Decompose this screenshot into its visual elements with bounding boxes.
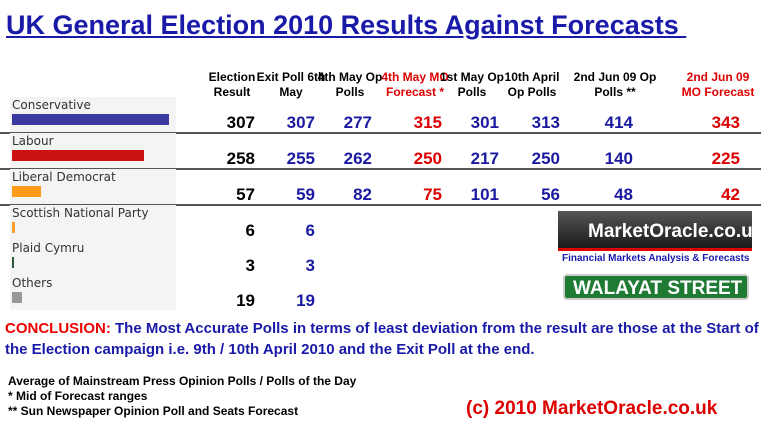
party-name: Scottish National Party (12, 206, 149, 220)
party-row: Conservative (10, 97, 176, 132)
seat-value: 6 (245, 221, 255, 240)
seat-value: 140 (604, 149, 633, 168)
marketoracle-tagline: Financial Markets Analysis & Forecasts (562, 253, 750, 264)
party-name: Others (12, 276, 53, 290)
seat-value: 255 (286, 149, 315, 168)
column-header: 1st May Op Polls (439, 70, 505, 99)
party-row: Labour (10, 133, 176, 168)
footnote: * Mid of Forecast ranges (8, 389, 148, 403)
seat-value: 307 (286, 113, 315, 132)
seat-value: 277 (343, 113, 372, 132)
row-divider (0, 168, 761, 170)
footnote: ** Sun Newspaper Opinion Poll and Seats … (8, 404, 299, 418)
seat-value: 217 (470, 149, 499, 168)
seat-value: 59 (296, 185, 315, 204)
seat-value: 6 (305, 221, 315, 240)
seat-value: 225 (711, 149, 740, 168)
party-name: Liberal Democrat (12, 170, 116, 184)
seat-value: 75 (423, 185, 442, 204)
seat-value: 82 (353, 185, 372, 204)
copyright: (c) 2010 MarketOracle.co.uk (466, 398, 718, 419)
seat-value: 57 (236, 185, 255, 204)
seat-value: 42 (721, 185, 740, 204)
footnote: Average of Mainstream Press Opinion Poll… (8, 374, 357, 388)
seat-value: 307 (226, 113, 255, 132)
seat-value: 56 (541, 185, 560, 204)
column-header: 4th May MO Forecast * (381, 70, 449, 99)
seat-bar (12, 292, 22, 303)
conclusion-text: The Most Accurate Polls in terms of leas… (5, 320, 759, 358)
seat-bar (12, 257, 14, 268)
seat-value: 414 (604, 113, 633, 132)
walayat-street-logo: WALAYAT STREET .COM (563, 274, 761, 300)
seat-bar (12, 186, 42, 197)
seat-value: 258 (226, 149, 255, 168)
seat-value: 48 (614, 185, 633, 204)
seat-value: 101 (470, 185, 499, 204)
column-header: 4th May Op Polls (317, 70, 383, 99)
row-divider (0, 204, 761, 206)
walayat-suffix: .COM (748, 287, 761, 296)
seat-value: 19 (236, 291, 255, 310)
seat-value: 19 (296, 291, 315, 310)
seat-bar (12, 150, 144, 161)
seat-value: 301 (470, 113, 499, 132)
column-header: 2nd Jun 09 MO Forecast (681, 70, 755, 99)
column-header: 2nd Jun 09 Op Polls ** (573, 70, 657, 99)
footnotes: Average of Mainstream Press Opinion Poll… (8, 374, 356, 419)
seat-value: 250 (531, 149, 560, 168)
seat-value: 250 (413, 149, 442, 168)
marketoracle-logo: MarketOracle.co.uk (558, 211, 761, 251)
seat-value: 313 (531, 113, 560, 132)
column-header: Election Result (208, 70, 256, 99)
party-row: Liberal Democrat (10, 169, 176, 204)
party-row: Plaid Cymru (10, 240, 176, 275)
page-title: UK General Election 2010 Results Against… (6, 10, 687, 40)
walayat-text: WALAYAT STREET (573, 278, 743, 299)
party-name: Labour (12, 134, 54, 148)
party-row: Others (10, 275, 176, 310)
party-row: Scottish National Party (10, 205, 176, 240)
conclusion: CONCLUSION: The Most Accurate Polls in t… (5, 318, 761, 360)
seat-value: 315 (413, 113, 442, 132)
column-header: 10th April Op Polls (504, 70, 560, 99)
column-header: Exit Poll 6th May (256, 70, 326, 99)
party-name: Plaid Cymru (12, 241, 85, 255)
seat-value: 3 (305, 256, 315, 275)
row-divider (0, 132, 761, 134)
party-name: Conservative (12, 98, 91, 112)
seat-value: 343 (711, 113, 740, 132)
seat-value: 3 (245, 256, 255, 275)
seat-bar (12, 222, 16, 233)
seat-value: 262 (343, 149, 372, 168)
seat-bar (12, 114, 169, 125)
conclusion-label: CONCLUSION: (5, 320, 111, 337)
